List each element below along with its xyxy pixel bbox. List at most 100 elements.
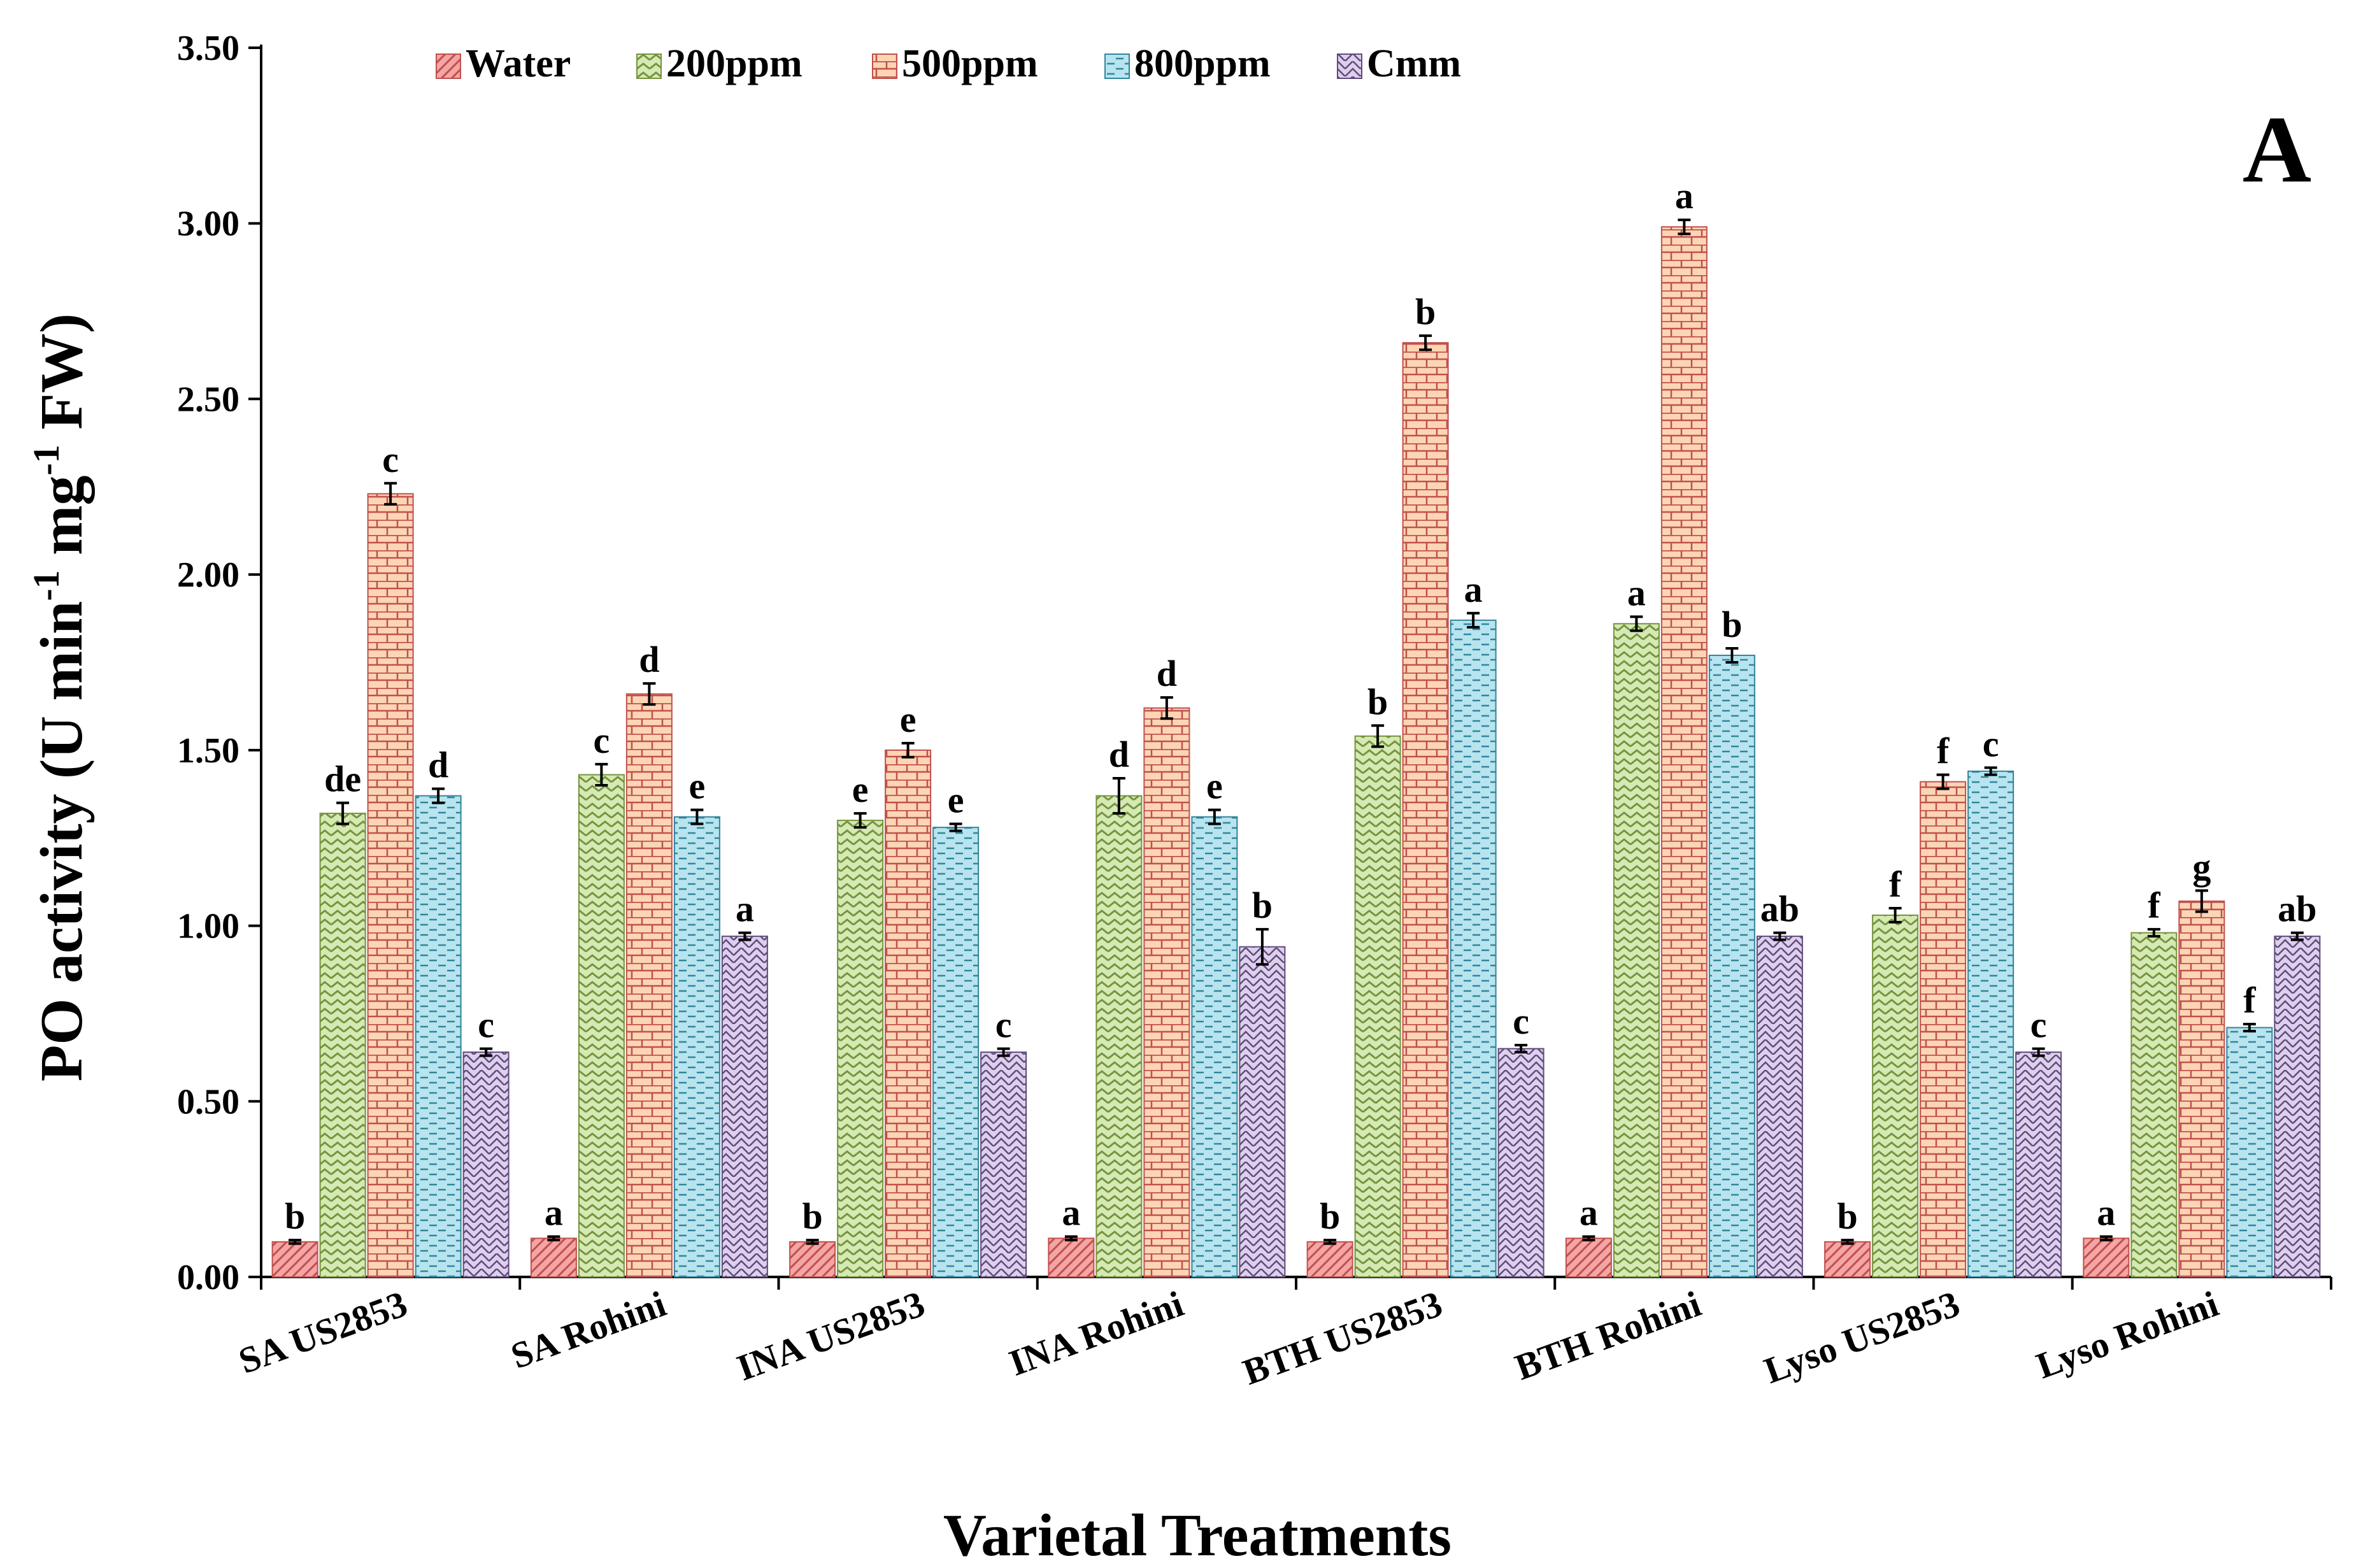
legend-swatch	[1104, 53, 1130, 79]
bar	[1920, 781, 1967, 1278]
significance-letter: b	[1320, 1195, 1340, 1237]
bar	[932, 827, 980, 1278]
bar	[885, 749, 932, 1278]
error-bar	[2243, 1022, 2256, 1032]
significance-letter: d	[1157, 653, 1177, 694]
significance-letter: e	[1206, 766, 1223, 807]
legend-swatch	[436, 53, 461, 79]
error-bar	[1841, 1239, 1854, 1245]
error-bar	[1630, 615, 1643, 632]
bar	[2274, 936, 2321, 1278]
significance-letter: c	[1513, 1001, 1529, 1042]
error-bar	[1515, 1044, 1528, 1054]
error-bar	[1255, 928, 1269, 966]
error-bar	[480, 1047, 493, 1057]
legend-label: 500ppm	[902, 42, 1038, 85]
y-title-text: mg	[29, 475, 95, 570]
error-bar	[738, 931, 752, 941]
error-bar	[289, 1239, 302, 1245]
bar	[530, 1237, 577, 1278]
x-category-label: BTH US2853	[1238, 1283, 1448, 1393]
error-bar	[2195, 889, 2208, 913]
bar	[1565, 1237, 1612, 1278]
bar	[1660, 226, 1708, 1278]
bar	[1872, 915, 1919, 1278]
significance-letter: f	[2243, 980, 2256, 1021]
error-bar	[2032, 1047, 2045, 1057]
significance-letter: f	[1889, 864, 1902, 905]
bar	[1756, 936, 1803, 1278]
significance-letter: ab	[1760, 888, 1799, 930]
error-bar	[2147, 928, 2160, 938]
bar	[1708, 654, 1755, 1278]
bar	[789, 1241, 836, 1278]
bar	[1354, 735, 1401, 1278]
error-bar	[806, 1239, 819, 1245]
significance-letter: a	[736, 888, 754, 930]
error-bar	[1936, 773, 1950, 790]
significance-letter: b	[802, 1195, 822, 1237]
significance-letter: a	[1675, 175, 1694, 217]
bar	[2130, 932, 2178, 1278]
significance-letter: b	[285, 1195, 305, 1237]
error-bar	[384, 481, 397, 506]
bar	[1191, 816, 1238, 1278]
bar	[462, 1051, 510, 1278]
error-bar	[997, 1047, 1010, 1057]
error-bar	[1419, 334, 1432, 352]
significance-letter: e	[689, 766, 706, 807]
error-bar	[1064, 1235, 1078, 1242]
y-title-text: FW)	[29, 313, 95, 445]
bar	[2015, 1051, 2062, 1278]
bar	[837, 820, 884, 1278]
significance-letter: c	[478, 1004, 494, 1046]
significance-letter: c	[1983, 723, 1999, 764]
y-tick-label: 1.00	[177, 907, 239, 946]
significance-letter: a	[2097, 1192, 2115, 1234]
error-bar	[1208, 808, 1221, 825]
legend-label: 800ppm	[1134, 42, 1271, 85]
significance-letter: a	[1580, 1192, 1598, 1234]
legend: Water 200ppm 500ppm 800ppm Cmm	[436, 42, 1461, 85]
significance-letter: b	[1415, 291, 1436, 332]
bar	[1306, 1241, 1353, 1278]
error-bar	[1371, 724, 1385, 748]
panel-label: A	[2243, 97, 2311, 203]
error-bar	[2290, 931, 2304, 941]
significance-letter: b	[1252, 885, 1273, 926]
significance-letter: g	[2192, 846, 2211, 887]
error-bar	[336, 801, 350, 825]
y-title-text: PO activity (U min	[29, 601, 95, 1081]
bar	[2178, 900, 2225, 1278]
significance-letter: c	[594, 720, 610, 761]
error-bar	[1773, 931, 1787, 941]
error-bar	[853, 812, 867, 829]
bar	[367, 493, 414, 1278]
significance-letter: b	[1367, 681, 1388, 722]
x-axis-title: Varietal Treatments	[943, 1502, 1452, 1568]
error-bar	[1725, 646, 1739, 664]
significance-letter: ab	[2278, 888, 2316, 930]
error-bar	[690, 808, 704, 825]
y-tick-label: 0.50	[177, 1082, 239, 1122]
error-bar	[1678, 218, 1691, 236]
error-bar	[547, 1235, 560, 1242]
significance-letter: a	[545, 1192, 563, 1234]
error-bar	[1323, 1239, 1337, 1245]
error-bar	[1888, 907, 1902, 924]
significance-letter: c	[382, 439, 399, 480]
bar	[625, 693, 673, 1278]
bar	[1450, 619, 1497, 1278]
error-bar	[1160, 696, 1173, 720]
error-bar	[2099, 1235, 2113, 1242]
bar	[1095, 795, 1143, 1278]
significance-letter: c	[2030, 1004, 2047, 1046]
legend-swatch	[1337, 53, 1362, 79]
legend-swatch	[872, 53, 897, 79]
x-category-label: BTH Rohini	[1509, 1283, 1706, 1388]
significance-letter: f	[2148, 885, 2160, 926]
bar	[1048, 1237, 1095, 1278]
error-bar	[1467, 611, 1480, 629]
bar	[1824, 1241, 1871, 1278]
